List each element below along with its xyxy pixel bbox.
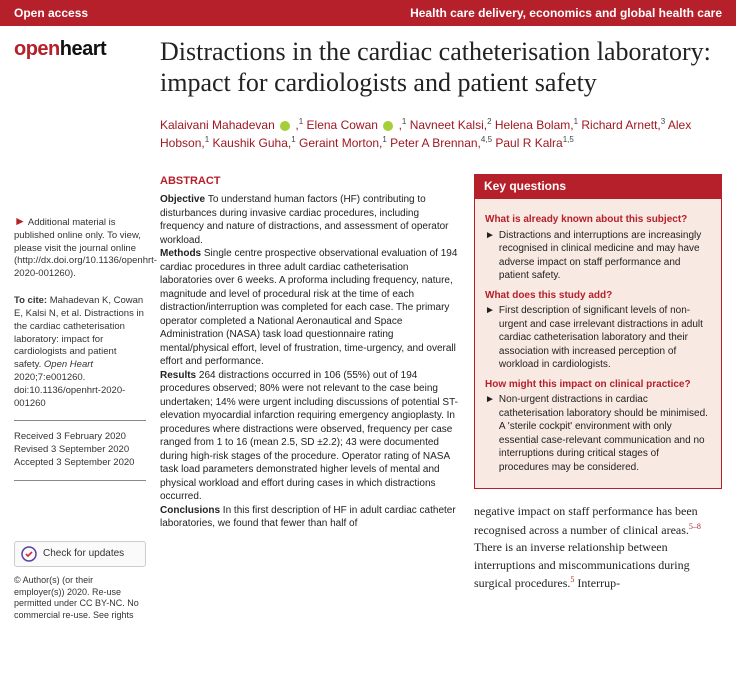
key-questions-box: What is already known about this subject… [474, 198, 722, 489]
introduction-text: negative impact on staff performance has… [474, 503, 722, 592]
page-body: openheart ►Additional material is publis… [0, 26, 736, 622]
conclusions-label: Conclusions [160, 505, 220, 516]
kq-subhead-2: What does this study add? [485, 289, 711, 303]
results-label: Results [160, 370, 196, 381]
kq-answer-3: Non-urgent distractions in cardiac cathe… [499, 393, 711, 474]
bullet-icon: ► [485, 393, 495, 474]
crossmark-icon [21, 546, 37, 562]
right-column: Key questions What is already known abou… [474, 174, 722, 592]
divider [14, 420, 146, 421]
kq-bullet-2: ►First description of significant levels… [485, 304, 711, 372]
kq-subhead-3: How might this impact on clinical practi… [485, 378, 711, 392]
copyright-text: © Author(s) (or their employer(s)) 2020.… [14, 575, 146, 622]
abstract-objective: Objective To understand human factors (H… [160, 193, 458, 247]
date-revised: Revised 3 September 2020 [14, 444, 146, 457]
logo-heart: heart [60, 38, 106, 60]
journal-logo: openheart [14, 36, 146, 63]
methods-text: Single centre prospective observational … [160, 248, 457, 367]
main-content: Distractions in the cardiac catheterisat… [160, 36, 722, 622]
citation-block: To cite: Mahadevan K, Cowan E, Kalsi N, … [14, 295, 146, 410]
key-questions-heading: Key questions [474, 174, 722, 198]
date-received: Received 3 February 2020 [14, 431, 146, 444]
kq-answer-1: Distractions and interruptions are incre… [499, 229, 711, 283]
arrow-icon: ► [14, 214, 26, 228]
banner-right: Health care delivery, economics and glob… [410, 6, 722, 20]
kq-bullet-1: ►Distractions and interruptions are incr… [485, 229, 711, 283]
check-updates-button[interactable]: Check for updates [14, 541, 146, 567]
objective-label: Objective [160, 194, 205, 205]
author-list: Kalaivani Mahadevan ,1 Elena Cowan ,1 Na… [160, 116, 722, 152]
abstract-heading: ABSTRACT [160, 174, 458, 189]
article-title: Distractions in the cardiac catheterisat… [160, 36, 722, 98]
abstract-conclusions: Conclusions In this first description of… [160, 504, 458, 531]
cite-label: To cite: [14, 295, 47, 306]
check-updates-label: Check for updates [43, 547, 124, 561]
supplementary-text: Additional material is published online … [14, 217, 157, 279]
section-banner: Open access Health care delivery, econom… [0, 0, 736, 26]
logo-open: open [14, 38, 60, 60]
sidebar: openheart ►Additional material is publis… [14, 36, 146, 622]
results-text: 264 distractions occurred in 106 (55%) o… [160, 370, 458, 503]
orcid-icon [383, 121, 393, 131]
abstract: ABSTRACT Objective To understand human f… [160, 174, 458, 592]
bullet-icon: ► [485, 304, 495, 372]
bullet-icon: ► [485, 229, 495, 283]
abstract-results: Results 264 distractions occurred in 106… [160, 369, 458, 504]
orcid-icon [280, 121, 290, 131]
abstract-methods: Methods Single centre prospective observ… [160, 247, 458, 369]
content-grid: ABSTRACT Objective To understand human f… [160, 174, 722, 592]
cite-text: Mahadevan K, Cowan E, Kalsi N, et al. Di… [14, 295, 144, 409]
methods-label: Methods [160, 248, 201, 259]
divider [14, 480, 146, 481]
supplementary-note: ►Additional material is published online… [14, 213, 146, 281]
kq-answer-2: First description of significant levels … [499, 304, 711, 372]
kq-bullet-3: ►Non-urgent distractions in cardiac cath… [485, 393, 711, 474]
kq-subhead-1: What is already known about this subject… [485, 213, 711, 227]
banner-left: Open access [14, 6, 88, 20]
date-accepted: Accepted 3 September 2020 [14, 457, 146, 470]
